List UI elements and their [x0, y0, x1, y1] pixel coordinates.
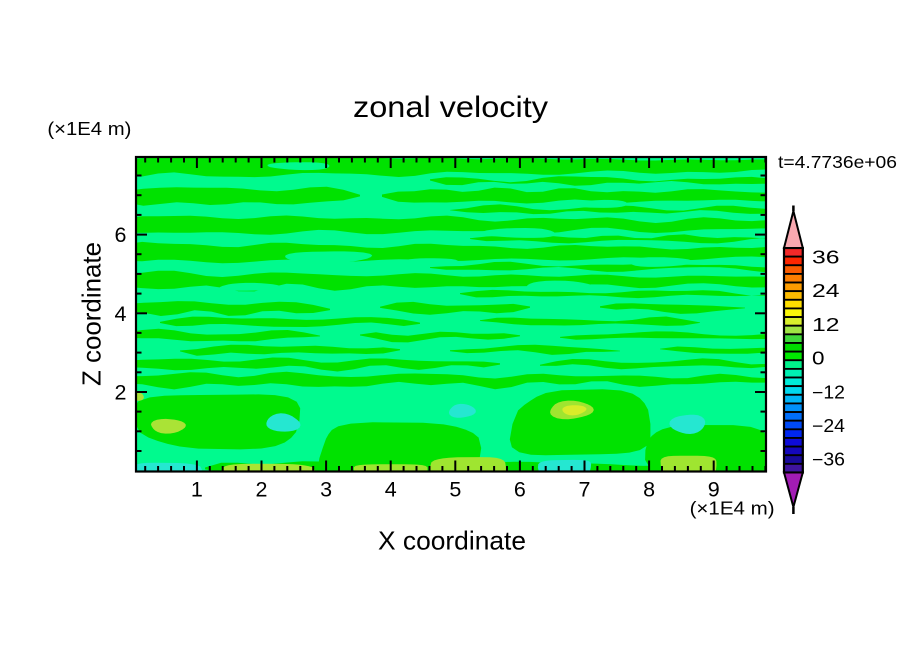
svg-text:1: 1 — [191, 478, 203, 502]
svg-text:6: 6 — [514, 478, 526, 502]
svg-text:−24: −24 — [812, 416, 845, 436]
svg-text:−12: −12 — [812, 382, 845, 402]
svg-text:−36: −36 — [812, 450, 845, 470]
svg-text:Z coordinate: Z coordinate — [77, 242, 107, 386]
svg-text:X coordinate: X coordinate — [378, 526, 526, 556]
svg-text:6: 6 — [115, 223, 127, 247]
svg-text:(×1E4 m): (×1E4 m) — [47, 118, 131, 139]
svg-text:9: 9 — [708, 478, 720, 502]
svg-text:2: 2 — [115, 381, 127, 405]
svg-text:zonal velocity: zonal velocity — [353, 91, 548, 124]
svg-text:2: 2 — [256, 478, 268, 502]
svg-text:5: 5 — [449, 478, 461, 502]
svg-text:0: 0 — [812, 349, 825, 369]
svg-text:3: 3 — [320, 478, 332, 502]
svg-text:4: 4 — [115, 302, 127, 326]
svg-text:7: 7 — [579, 478, 591, 502]
svg-text:4: 4 — [385, 478, 397, 502]
svg-text:8: 8 — [643, 478, 655, 502]
svg-text:36: 36 — [812, 248, 840, 268]
svg-text:(×1E4 m): (×1E4 m) — [690, 498, 775, 519]
svg-text:12: 12 — [812, 315, 840, 335]
svg-text:t=4.7736e+06: t=4.7736e+06 — [778, 152, 897, 172]
svg-text:24: 24 — [812, 281, 840, 301]
